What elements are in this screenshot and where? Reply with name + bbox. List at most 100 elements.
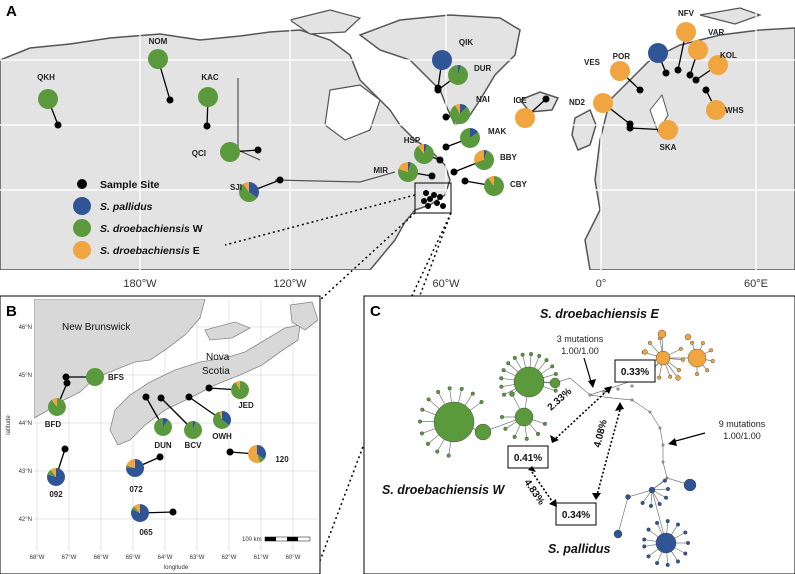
site-label-var: VAR (708, 28, 725, 37)
panel-a-sites: QKH NOM KAC QCI SJI QIK DUR NAI MAK HSP MIR BBY CBY I… (37, 9, 744, 209)
legend-east-prefix: S. droebachiensis (100, 245, 190, 257)
site-pie-dur (448, 65, 468, 85)
haplotype-node (418, 419, 423, 424)
sample-site-dot (421, 198, 427, 204)
haplotype-node (661, 460, 665, 464)
sample-site-dot (54, 121, 62, 129)
pie-slice (706, 100, 726, 120)
site-pie-qci (220, 142, 240, 162)
sample-site-dot (203, 122, 211, 130)
pie-slice (460, 104, 467, 114)
network-edge (659, 427, 664, 446)
panel-a-letter: A (6, 3, 17, 20)
haplotype-node (625, 494, 631, 500)
pie-slice (257, 445, 266, 460)
x-tick-label: 66°W (94, 555, 109, 561)
x-tick-label: 68°W (30, 555, 45, 561)
panel-b-y-ticks: 46°N 45°N 44°N 43°N 42°N (19, 325, 32, 523)
haplotype-node (503, 426, 508, 431)
label-west: S. droebachiensis W (382, 483, 505, 497)
pie-slice (219, 411, 222, 420)
site-label-bby: BBY (500, 153, 518, 162)
panel-c-network: C S. droebachiensis E S. droebachiensis … (363, 295, 795, 574)
note-9-mutations-support: 1.00/1.00 (723, 431, 761, 441)
x-tick-label: 180°W (123, 278, 157, 290)
sample-site-dot (626, 124, 634, 132)
legend-west-label: S. droebachiensis W (100, 223, 203, 235)
pie-slice (51, 398, 57, 407)
site-pie-cby (484, 176, 504, 197)
site-pie-mak (460, 128, 480, 149)
pie-slice (448, 65, 468, 85)
pie-slice (484, 150, 488, 160)
haplotype-node (648, 486, 656, 494)
haplotype-node (662, 478, 667, 483)
site-label-nom: NOM (149, 37, 168, 46)
new-brunswick-land (34, 299, 206, 419)
haplotype-network (418, 329, 715, 567)
y-tick-label: 46°N (19, 325, 32, 331)
haplotype-node (680, 357, 685, 362)
site-label-072: 072 (129, 485, 143, 494)
pie-slice (220, 142, 240, 162)
haplotype-node (646, 554, 651, 559)
pie-slice (676, 22, 696, 42)
site-pie-bfs (86, 368, 104, 386)
haplotype-node (640, 500, 645, 505)
sample-site-dot (450, 168, 458, 176)
site-label-nd2: ND2 (569, 98, 586, 107)
site-pie-hsp (414, 144, 435, 165)
panel-b-map: B (0, 295, 321, 574)
legend-pallidus-swatch (73, 197, 91, 215)
site-label-065: 065 (139, 528, 153, 537)
legend-west-suffix: W (190, 223, 203, 235)
pie-slice (658, 120, 678, 140)
haplotype-node (524, 436, 529, 441)
box-east-value: 0.33% (621, 367, 649, 378)
legend-sample-site-label: Sample Site (100, 179, 160, 191)
haplotype-node (509, 391, 515, 397)
x-tick-label: 63°W (190, 555, 205, 561)
legend-east-label: S. droebachiensis E (100, 245, 200, 257)
sample-site-dot (169, 508, 177, 516)
haplotype-node (675, 522, 680, 527)
site-pie-nom (148, 49, 168, 69)
box-east-divergence (614, 359, 656, 383)
site-label-nai: NAI (476, 95, 490, 104)
site-label-hsp: HSP (404, 136, 421, 145)
legend-east-swatch (73, 241, 91, 259)
x-tick-label: 65°W (126, 555, 141, 561)
sample-site-dot (431, 192, 437, 198)
pie-slice (247, 445, 260, 464)
pie-slice (257, 454, 265, 463)
haplotype-node (642, 544, 647, 549)
haplotype-node (616, 387, 620, 391)
site-label-kol: KOL (720, 51, 737, 60)
pie-slice (231, 381, 250, 399)
haplotype-node (668, 374, 673, 379)
pie-slice (474, 150, 484, 164)
panel-a-legend: Sample Site S. pallidus S. droebachiensi… (73, 179, 203, 259)
network-edge (611, 397, 633, 401)
box-west-divergence (507, 445, 549, 469)
haplotype-node (550, 364, 555, 369)
site-label-cby: CBY (510, 180, 528, 189)
pie-slice (126, 459, 135, 468)
sample-site-dot (692, 76, 700, 84)
sample-site-dot (442, 113, 450, 121)
site-label-120: 120 (275, 455, 289, 464)
note-3-mutations-support: 1.00/1.00 (561, 346, 599, 356)
haplotype-node (474, 423, 492, 441)
sample-site-dot (674, 66, 682, 74)
haplotype-node (502, 392, 507, 397)
site-label-jed: JED (238, 401, 254, 410)
site-label-092: 092 (49, 490, 63, 499)
region-label-scotia: Scotia (202, 366, 230, 377)
network-edge (589, 384, 621, 396)
label-pallidus: S. pallidus (548, 542, 611, 556)
haplotype-node (676, 368, 681, 373)
site-pie-mir (398, 162, 418, 183)
haplotype-node (630, 398, 634, 402)
panel-a-map: A 180°W 120°W 60°W 0° 60°E Sample Site S… (0, 3, 795, 290)
haplotype-node (647, 340, 652, 345)
